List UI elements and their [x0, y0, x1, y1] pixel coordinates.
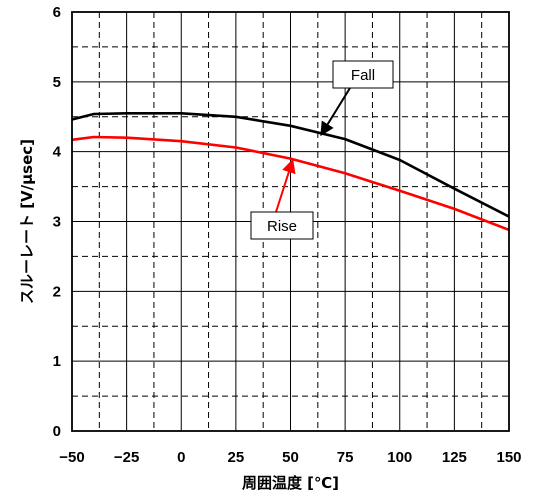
series-rise-line: [71, 135, 510, 232]
x-tick-label: 150: [496, 449, 521, 466]
y-tick-label: 1: [53, 353, 61, 370]
y-tick-label: 6: [53, 4, 61, 21]
callout-rise-label: Rise: [267, 218, 297, 235]
callout-fall-box: [332, 60, 394, 89]
callout-rise-arrow: [275, 158, 296, 213]
y-tick-labels: 0 1 2 3 4 5 6: [53, 4, 62, 440]
x-tick-labels: −50 −25 0 25 50 75 100 125 150: [59, 449, 521, 466]
y-tick-label: 0: [53, 423, 61, 440]
y-tick-label: 3: [53, 214, 61, 231]
x-tick-label: 100: [387, 449, 412, 466]
y-axis-title: スルーレート [V/μsec]: [18, 139, 36, 304]
x-tick-label: 0: [177, 449, 185, 466]
x-tick-label: −50: [59, 449, 84, 466]
plot-frame: [71, 11, 510, 432]
callout-fall-arrow: [320, 87, 351, 137]
callout-fall-label: Fall: [351, 67, 375, 84]
x-axis-title: 周囲温度 [℃]: [242, 474, 339, 492]
series-layer: [71, 112, 510, 232]
y-tick-label: 2: [53, 283, 61, 300]
y-tick-label: 5: [53, 74, 61, 91]
grid: [72, 12, 509, 431]
series-fall-line: [71, 112, 510, 218]
x-tick-label: 50: [282, 449, 299, 466]
x-tick-label: −25: [114, 449, 139, 466]
x-tick-label: 75: [337, 449, 354, 466]
y-tick-label: 4: [53, 144, 62, 161]
callouts: Fall Rise: [250, 60, 394, 240]
x-tick-label: 25: [228, 449, 245, 466]
callout-rise-box: [250, 211, 314, 240]
x-tick-label: 125: [442, 449, 467, 466]
